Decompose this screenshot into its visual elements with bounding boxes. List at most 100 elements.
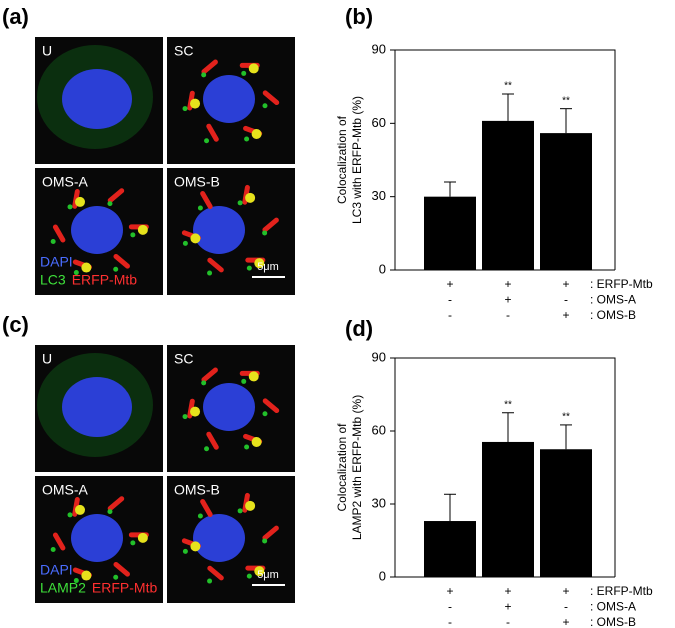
marker-spot (262, 230, 268, 236)
bacterium (206, 431, 219, 450)
condition-sign: + (446, 584, 453, 598)
marker-spot (67, 204, 73, 210)
marker-spot (204, 138, 210, 144)
bacterium (113, 253, 130, 269)
marker-spot (75, 196, 86, 207)
image-label: SC (174, 351, 193, 367)
bacterium (201, 367, 218, 383)
nucleus (71, 514, 123, 562)
condition-sign: - (564, 293, 568, 307)
marker-spot (182, 548, 188, 554)
bar (540, 449, 592, 577)
bacterium (207, 565, 224, 581)
condition-label: : OMS-A (590, 293, 636, 307)
marker-spot (81, 262, 92, 273)
marker-spot (107, 509, 113, 515)
error-bar (444, 493, 456, 522)
marker-spot (244, 136, 250, 142)
bar (482, 120, 534, 270)
micrograph: SC (167, 345, 295, 472)
bacterium (200, 191, 213, 210)
marker-spot (201, 380, 207, 386)
marker-spot (190, 406, 201, 417)
y-axis-label: LC3 with ERFP-Mtb (%) (350, 96, 364, 224)
marker-spot (50, 546, 56, 552)
marker-spot (248, 63, 259, 74)
stain-label: ERFP-Mtb (72, 272, 138, 288)
marker-spot (81, 570, 92, 581)
marker-spot (67, 512, 73, 518)
error-bar (560, 424, 572, 450)
marker-spot (197, 205, 203, 211)
significance: ** (562, 412, 570, 423)
bar (424, 521, 476, 577)
error-bar (560, 108, 572, 134)
bar (482, 441, 534, 577)
condition-sign: + (562, 584, 569, 598)
marker-spot (137, 532, 148, 543)
condition-label: : ERFP-Mtb (590, 277, 653, 291)
nucleus (193, 514, 245, 562)
image-label: OMS-B (174, 482, 220, 498)
stain-label: DAPI (40, 562, 73, 578)
error-bar (444, 181, 456, 197)
bar-chart: 0 30 60 90 Colocalization of LAMP2 with ERFP-… (335, 349, 653, 628)
condition-sign: + (504, 584, 511, 598)
y-axis-label: LAMP2 with ERFP-Mtb (%) (350, 395, 364, 540)
stain-label: DAPI (40, 254, 73, 270)
marker-spot (251, 128, 262, 139)
marker-spot (262, 411, 268, 417)
micrograph: OMS-A (35, 476, 163, 603)
y-axis-label: Colocalization of (335, 115, 349, 204)
marker-spot (241, 70, 247, 76)
marker-spot (130, 232, 136, 238)
panel-label: (d) (345, 316, 373, 341)
marker-spot (73, 270, 79, 276)
marker-spot (201, 72, 207, 78)
marker-spot (245, 192, 256, 203)
y-tick-label: 30 (372, 495, 386, 510)
marker-spot (262, 103, 268, 109)
bacterium (206, 123, 219, 142)
marker-spot (113, 266, 119, 272)
condition-sign: - (448, 615, 452, 628)
condition-sign: + (562, 308, 569, 322)
stain-label: LAMP2 (40, 580, 86, 596)
image-label: U (42, 43, 52, 59)
condition-sign: + (562, 277, 569, 291)
nucleus (71, 206, 123, 254)
y-tick-label: 30 (372, 188, 386, 203)
scale-label: 5μm (257, 569, 279, 581)
condition-sign: + (446, 277, 453, 291)
bacterium (52, 224, 66, 243)
image-label: OMS-B (174, 174, 220, 190)
condition-sign: - (448, 600, 452, 614)
error-bar (502, 412, 514, 442)
image-label: U (42, 351, 52, 367)
condition-label: : ERFP-Mtb (590, 584, 653, 598)
plot-frame (394, 357, 616, 577)
bacterium (52, 532, 66, 551)
condition-sign: - (506, 308, 510, 322)
micrograph: SC (167, 37, 295, 164)
plot-frame (394, 49, 616, 270)
marker-spot (107, 201, 113, 207)
marker-spot (246, 573, 252, 579)
marker-spot (182, 240, 188, 246)
condition-label: : OMS-B (590, 308, 636, 322)
bacterium (262, 398, 280, 414)
nucleus (203, 383, 255, 431)
condition-sign: - (506, 615, 510, 628)
marker-spot (244, 444, 250, 450)
marker-spot (241, 378, 247, 384)
bar-chart: 0 30 60 90 Colocalization of LC3 with ERFP-Mt… (335, 41, 653, 322)
condition-sign: - (448, 308, 452, 322)
marker-spot (237, 200, 243, 206)
bar (424, 196, 476, 270)
panel-label: (a) (2, 4, 29, 29)
marker-spot (130, 540, 136, 546)
significance: ** (562, 95, 570, 106)
marker-spot (204, 446, 210, 452)
marker-spot (75, 504, 86, 515)
